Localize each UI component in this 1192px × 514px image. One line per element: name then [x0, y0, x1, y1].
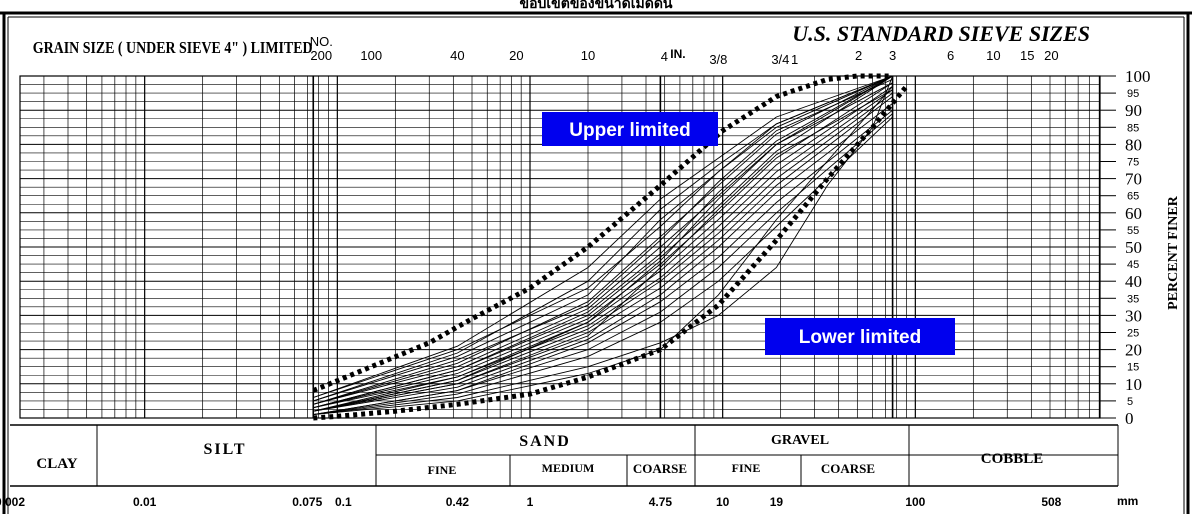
gradation-curve [313, 75, 893, 409]
top-sieve-label: 3/8 [709, 52, 727, 67]
bottom-size-label: 0.1 [335, 495, 352, 509]
bottom-size-label: 0.002 [0, 495, 25, 509]
top-sieve-label: 10 [581, 48, 595, 63]
y-tick-label: 50 [1125, 238, 1142, 257]
y-axis-labels: 0 10 20 30 40 50 60 70 80 90 100 5 15 25 35 45 55 65 75 85 9… [1125, 67, 1151, 428]
y-tick-label: 0 [1125, 409, 1134, 428]
top-sieve-label: 15 [1020, 48, 1034, 63]
gradation-curve [313, 82, 893, 412]
y-minor-tick-label: 25 [1127, 328, 1139, 340]
gradation-curve [313, 103, 893, 412]
y-tick-label: 10 [1125, 375, 1142, 394]
gradation-curve [313, 75, 893, 405]
bottom-size-label: 19 [770, 495, 784, 509]
y-axis-title: PERCENT FINER [1166, 195, 1181, 310]
table-cobble: COBBLE [981, 451, 1044, 467]
y-minor-tick-label: 75 [1127, 157, 1139, 169]
top-sieve-label: NO. [310, 34, 333, 49]
gradation-curves [313, 75, 894, 416]
y-minor-tick-label: 65 [1127, 191, 1139, 203]
gradation-curve [313, 75, 894, 416]
y-minor-tick-label: 35 [1127, 293, 1139, 305]
y-minor-tick-label: 55 [1127, 225, 1139, 237]
top-sieve-label: 3/4 [771, 52, 789, 67]
top-clipped-caption: ขอบเขตของขนาดเม็ดดิน [520, 0, 673, 12]
gradation-curve [313, 75, 893, 402]
table-sand: SAND [519, 433, 571, 450]
top-sieve-label: 20 [1044, 48, 1058, 63]
y-minor-tick-label: 85 [1127, 122, 1139, 134]
table-sand-fine: FINE [428, 463, 457, 477]
table-sand-medium: MEDIUM [542, 461, 595, 475]
top-sieve-label: 6 [947, 48, 954, 63]
bottom-size-labels: 0.002 0.01 0.075 0.1 0.42 1 4.75 10 19 100 508 [0, 495, 1062, 509]
gradation-curve [313, 113, 893, 416]
gradation-curve [313, 116, 893, 416]
top-sieve-label: 1 [791, 52, 798, 67]
table-gravel-coarse: COARSE [821, 461, 875, 476]
bottom-size-label: 0.01 [133, 495, 157, 509]
top-sieve-label: IN. [670, 47, 685, 61]
table-sand-coarse: COARSE [633, 461, 687, 476]
table-silt: SILT [204, 441, 247, 458]
top-sieve-label: 20 [509, 48, 523, 63]
top-sieve-label: 200 [310, 48, 332, 63]
top-sieve-label: 10 [986, 48, 1000, 63]
x-unit-label: mm [1117, 494, 1138, 508]
table-gravel: GRAVEL [771, 433, 829, 448]
top-sieve-labels: NO.200 100 40 20 10 4 IN. 3/8 3/4 1 2 3 6 10 15 20 [310, 34, 1059, 67]
top-sieve-label: 2 [855, 48, 862, 63]
bottom-size-label: 4.75 [649, 495, 673, 509]
bottom-size-label: 0.075 [292, 495, 322, 509]
y-tick-label: 20 [1125, 341, 1142, 360]
upper-limit-curve [312, 73, 893, 393]
y-tick-label: 60 [1125, 204, 1142, 223]
bottom-size-label: 100 [905, 495, 925, 509]
upper-limited-label: Upper limited [569, 120, 690, 141]
gradation-curve [313, 75, 893, 398]
chart-title-left: GRAIN SIZE ( UNDER SIEVE 4" ) LIMITED [33, 39, 313, 58]
bottom-size-label: 0.42 [446, 495, 470, 509]
top-sieve-label: 40 [450, 48, 464, 63]
top-sieve-label: 100 [360, 48, 382, 63]
top-sieve-label: 3 [889, 48, 896, 63]
gradation-curve [313, 89, 893, 412]
y-minor-tick-label: 15 [1127, 362, 1139, 374]
soil-classification-table: CLAY SILT SAND GRAVEL COBBLE FINE MEDIUM… [10, 424, 1119, 487]
gradation-curve [313, 75, 893, 398]
lower-limit-curve [313, 84, 909, 421]
y-tick-label: 100 [1125, 67, 1151, 86]
gradation-curve [313, 78, 893, 405]
gradation-curve [313, 82, 893, 409]
table-clay: CLAY [36, 456, 77, 472]
y-tick-label: 90 [1125, 101, 1142, 120]
top-sieve-label: 4 [661, 49, 668, 64]
bottom-size-label: 1 [527, 495, 534, 509]
y-minor-tick-label: 45 [1127, 259, 1139, 271]
lower-limited-label: Lower limited [799, 327, 921, 348]
y-minor-tick-label: 5 [1127, 396, 1133, 408]
chart-title-right: U.S. STANDARD SIEVE SIZES [792, 21, 1090, 46]
bottom-size-label: 508 [1041, 495, 1061, 509]
bottom-size-label: 10 [716, 495, 730, 509]
upper-limited-box [542, 112, 718, 146]
y-tick-label: 80 [1125, 135, 1142, 154]
limit-curves [312, 73, 909, 421]
gradation-curve [313, 89, 893, 412]
y-tick-label: 30 [1125, 306, 1142, 325]
y-tick-label: 70 [1125, 170, 1142, 189]
y-minor-tick-label: 95 [1127, 88, 1139, 100]
y-tick-label: 40 [1125, 272, 1142, 291]
lower-limited-box [765, 318, 955, 355]
table-gravel-fine: FINE [732, 461, 761, 475]
